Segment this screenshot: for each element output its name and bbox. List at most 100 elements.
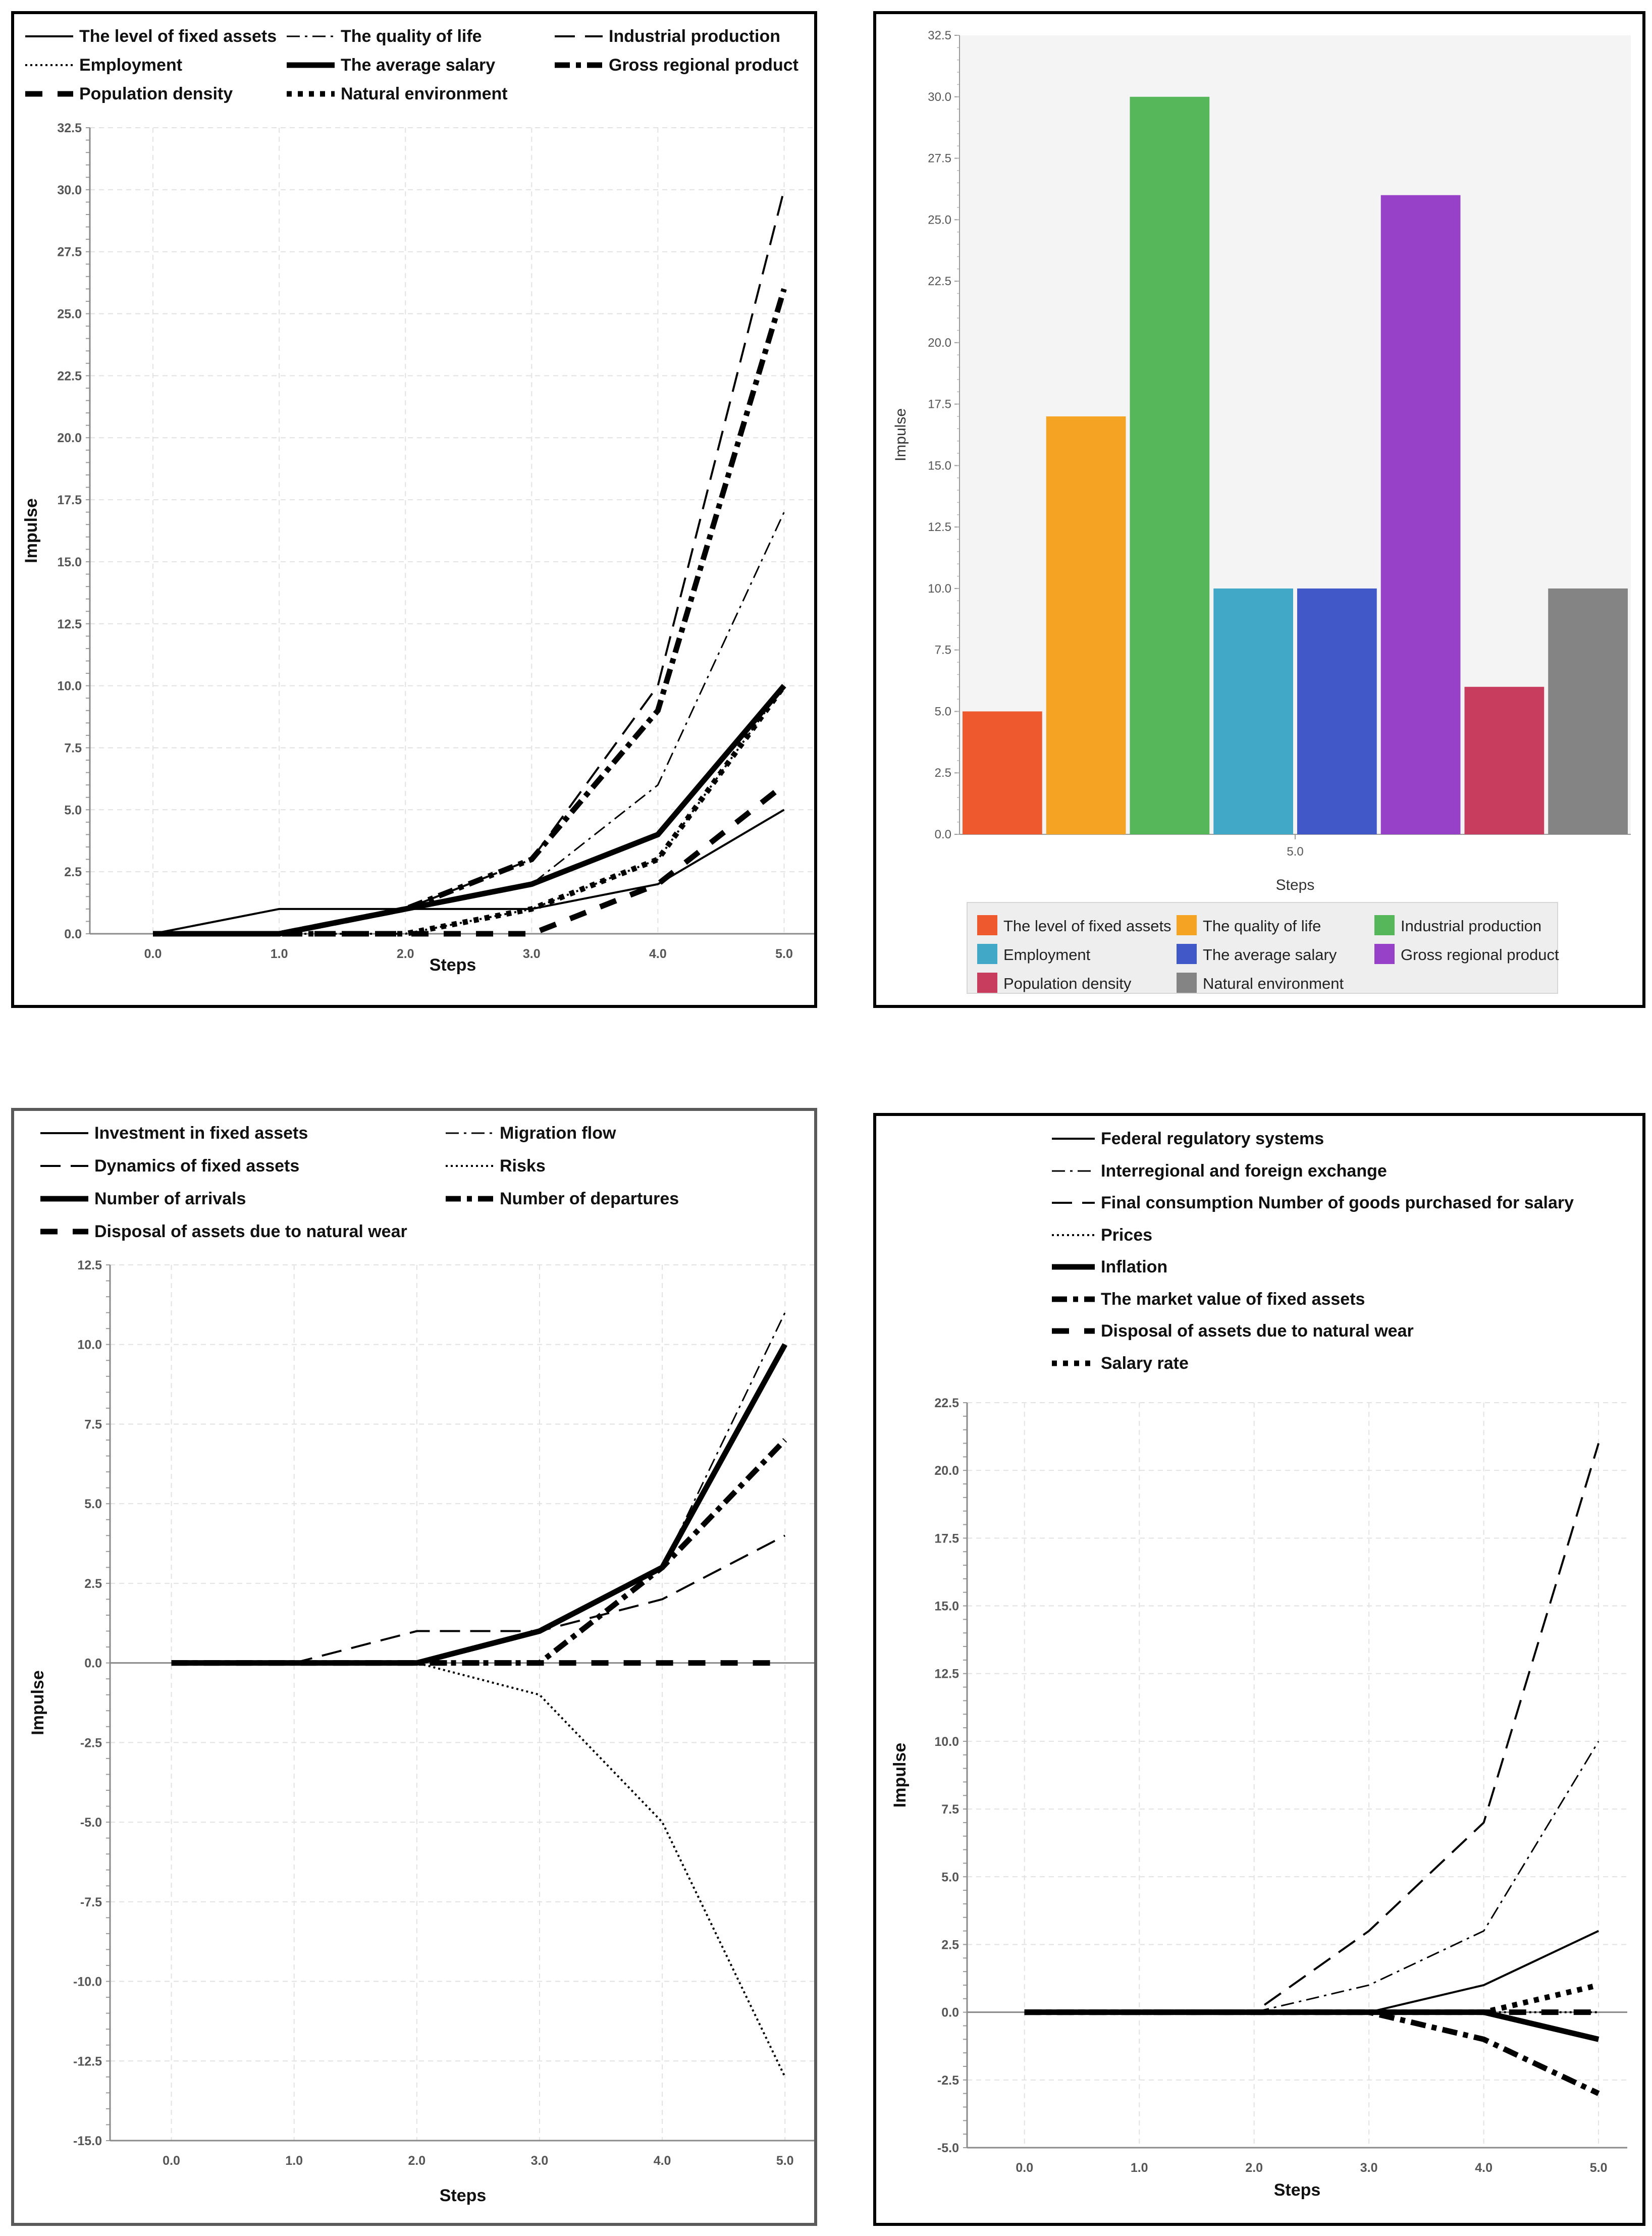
legend: The level of fixed assets The quality of … (967, 902, 1559, 994)
y-tick-label: 5.0 (64, 803, 82, 817)
legend-label: Gross regional product (609, 56, 798, 75)
legend-label: The level of fixed assets (1003, 917, 1171, 935)
y-tick-label: 32.5 (928, 29, 951, 42)
y-tick-label: 27.5 (928, 152, 951, 166)
legend-item: Population density (977, 973, 1132, 993)
bars (963, 96, 1628, 835)
legend-item: Dynamics of fixed assets (40, 1156, 299, 1176)
legend-label: Dynamics of fixed assets (94, 1156, 299, 1176)
y-tick-label: 7.5 (64, 741, 82, 755)
x-tick-label: 3.0 (523, 947, 541, 961)
legend-label: Natural environment (1203, 975, 1344, 992)
series-line-the-quality-of-life (153, 512, 785, 935)
bar-the-average-salary (1297, 588, 1377, 834)
y-tick-label: 10.0 (77, 1338, 102, 1352)
y-tick-label: 27.5 (57, 245, 82, 259)
legend-item: Natural environment (287, 84, 508, 103)
legend-item: Employment (25, 56, 182, 75)
legend-label: Gross regional product (1401, 946, 1559, 964)
series-line-final-consumption-number-of-goods-purchased-for-salary (1024, 1443, 1600, 2013)
x-axis-title: Steps (430, 955, 476, 975)
y-tick-label: -12.5 (73, 2054, 102, 2068)
y-tick-label: 7.5 (935, 644, 951, 657)
legend-item: Final consumption Number of goods purcha… (1052, 1193, 1574, 1212)
line-chart-investment: Investment in fixed assets Migration flow… (28, 1124, 814, 2205)
legend-item: Salary rate (1052, 1354, 1189, 1373)
y-tick-label: 5.0 (84, 1497, 102, 1511)
legend-label: The quality of life (1203, 917, 1321, 935)
bar-industrial-production (1130, 96, 1210, 834)
y-axis-title: Impulse (892, 408, 909, 461)
y-tick-label: -7.5 (80, 1895, 102, 1909)
legend: The level of fixed assets The quality of … (25, 27, 798, 103)
x-tick-label: 2.0 (1245, 2161, 1263, 2175)
y-tick-label: -10.0 (73, 1975, 102, 1989)
x-axis-title: Steps (440, 2186, 487, 2205)
bar-the-quality-of-life (1046, 416, 1126, 834)
y-tick-label: 30.0 (928, 90, 951, 104)
y-tick-label: 5.0 (935, 705, 951, 718)
x-tick-label: 2.0 (408, 2154, 425, 2168)
x-tick-label: 0.0 (163, 2154, 180, 2168)
legend-item: Number of arrivals (40, 1189, 246, 1208)
legend-label: The market value of fixed assets (1101, 1290, 1365, 1309)
y-tick-label: -5.0 (937, 2141, 959, 2155)
gridlines (106, 1264, 814, 2141)
legend-label: Number of arrivals (94, 1189, 246, 1208)
line-chart-federal: Federal regulatory systems Interregional … (890, 1129, 1627, 2200)
y-tick-label: 20.0 (928, 336, 951, 350)
y-tick-label: 10.0 (928, 582, 951, 596)
legend-item: Industrial production (1374, 915, 1541, 935)
series-line-risks (171, 1662, 786, 2078)
legend-label: Salary rate (1101, 1354, 1189, 1373)
legend-label: Prices (1101, 1226, 1152, 1245)
legend-item: Prices (1052, 1226, 1152, 1245)
legend-item: Interregional and foreign exchange (1052, 1161, 1387, 1181)
y-tick-label: 30.0 (57, 183, 82, 197)
chart-panel-4: Federal regulatory systems Interregional … (873, 1113, 1645, 2226)
series-line-number-of-departures (171, 1438, 787, 1666)
y-tick-label: 17.5 (57, 493, 82, 507)
legend-swatch-the-average-salary (1177, 944, 1197, 964)
legend-label: Inflation (1101, 1257, 1167, 1276)
y-tick-label: 25.0 (57, 307, 82, 322)
series-line-population-density (153, 782, 786, 937)
series-line-the-market-value-of-fixed-assets (1024, 2009, 1600, 2096)
y-tick-label: 0.0 (64, 927, 82, 941)
legend-item: Number of departures (446, 1189, 679, 1208)
line-chart-fixed-assets: The level of fixed assets The quality of … (22, 27, 814, 975)
y-tick-label: -5.0 (80, 1816, 102, 1830)
legend-item: The average salary (287, 56, 495, 75)
x-tick-label: 3.0 (531, 2154, 549, 2168)
legend: Investment in fixed assets Migration flow… (40, 1124, 679, 1241)
x-tick-label: 3.0 (1360, 2161, 1378, 2175)
legend-label: Disposal of assets due to natural wear (94, 1222, 407, 1241)
y-tick-label: 2.5 (935, 766, 951, 780)
legend: Federal regulatory systems Interregional … (1052, 1129, 1574, 1373)
legend-item: Risks (446, 1156, 546, 1176)
y-tick-label: 12.5 (928, 520, 951, 534)
legend-item: Gross regional product (1374, 944, 1559, 964)
legend-label: The average salary (341, 56, 495, 75)
y-tick-label: 12.5 (57, 617, 82, 631)
y-tick-label: 0.0 (941, 2006, 959, 2020)
y-tick-label: 12.5 (934, 1667, 959, 1681)
y-tick-label: 10.0 (57, 679, 82, 694)
series-line-salary-rate (1024, 1982, 1600, 2015)
y-tick-label: 15.0 (928, 459, 951, 472)
x-tick-label: 5.0 (776, 2154, 794, 2168)
legend-label: Employment (1003, 946, 1091, 964)
y-tick-label: 0.0 (935, 828, 951, 841)
x-axis-title: Steps (1274, 2180, 1321, 2200)
legend-item: Migration flow (446, 1124, 616, 1143)
legend-item: Inflation (1052, 1257, 1167, 1276)
legend-label: Employment (79, 56, 182, 75)
y-tick-label: 2.5 (941, 1938, 959, 1952)
legend-item: The level of fixed assets (25, 27, 277, 46)
legend-item: Disposal of assets due to natural wear (1052, 1321, 1414, 1341)
legend-label: Risks (500, 1156, 546, 1176)
y-tick-label: 15.0 (934, 1600, 959, 1614)
x-tick-label: 5.0 (775, 947, 793, 961)
legend-label: The average salary (1203, 946, 1337, 964)
legend-label: Natural environment (341, 84, 508, 103)
